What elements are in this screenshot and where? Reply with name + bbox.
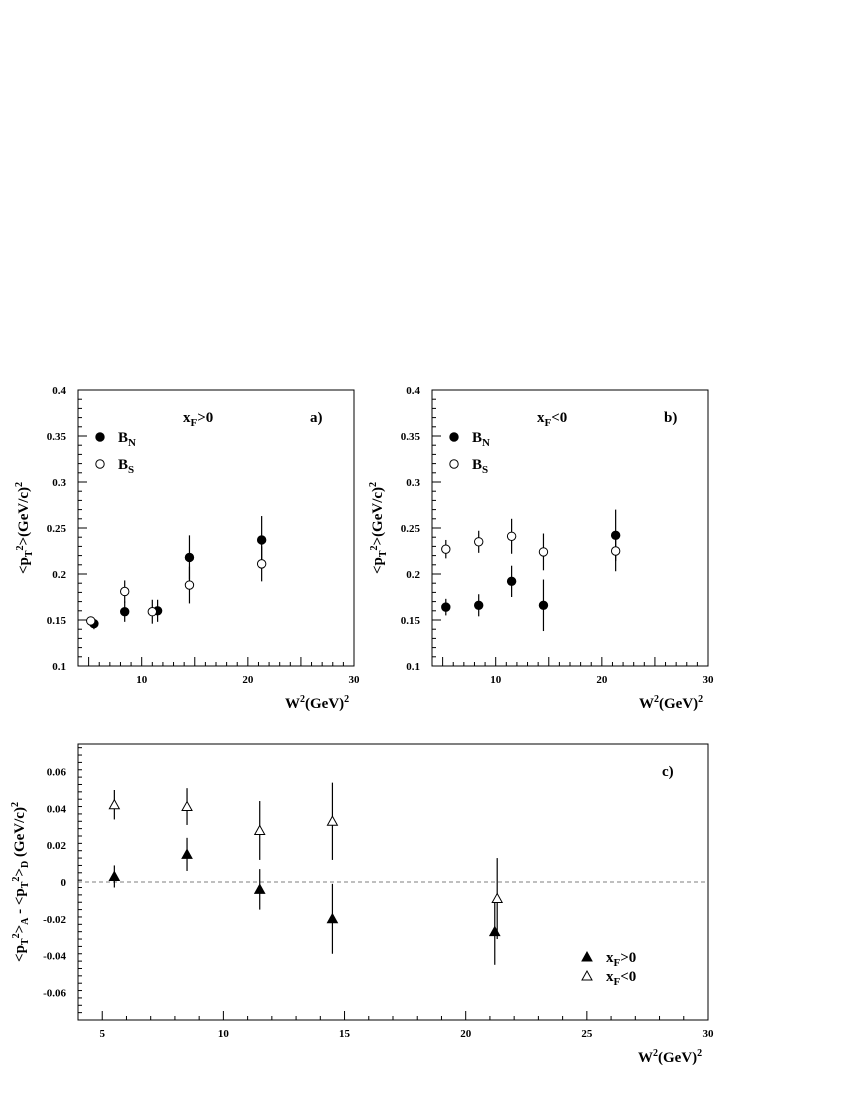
data-point: [120, 607, 130, 617]
y-tick-label: 0.35: [47, 431, 67, 443]
legend-label: BN: [118, 430, 136, 449]
y-axis-title: <pT2>A - <pT2>D (GeV/c)2: [10, 802, 31, 962]
y-tick-label: -0.02: [43, 914, 66, 926]
y-axis-title: <pT2>(GeV/c)2: [14, 482, 35, 574]
data-point: [120, 586, 130, 597]
condition-label: xF>0: [183, 410, 213, 429]
data-point: [253, 883, 266, 894]
panel-label: a): [310, 410, 323, 426]
x-tick-label: 15: [339, 1028, 351, 1040]
y-tick-label: 0.25: [401, 523, 421, 535]
x-tick-label: 10: [136, 674, 148, 686]
y-tick-label: 0.15: [47, 615, 67, 627]
y-tick-label: 0.4: [406, 385, 420, 397]
y-tick-label: 0.04: [47, 803, 67, 815]
x-tick-label: 20: [596, 674, 608, 686]
legend-label: xF<0: [606, 969, 636, 988]
y-tick-label: -0.06: [43, 987, 66, 999]
series-b-0: [441, 509, 621, 632]
data-point: [474, 600, 484, 610]
y-tick-label: 0.25: [47, 523, 67, 535]
legend-label: xF>0: [606, 950, 636, 969]
x-tick-label: 25: [581, 1028, 593, 1040]
data-point: [506, 531, 517, 541]
data-point: [538, 547, 549, 557]
chart-panel-b: 0.1 0.15 0.2 0.25 0.3 0.35 0.4 10 20 30 BN BS xF<0 b)…: [368, 385, 714, 712]
data-point: [441, 544, 451, 554]
data-point: [474, 537, 484, 547]
data-point: [181, 848, 193, 859]
condition-label: xF<0: [537, 410, 567, 429]
legend-label: BN: [472, 430, 490, 449]
x-axis-title: W2(GeV)2: [639, 694, 703, 712]
chart-panel-a: 0.1 0.15 0.2 0.25 0.3 0.35 0.4 10 20 30 BN BS xF>0 a)…: [14, 385, 360, 712]
data-point: [488, 925, 501, 937]
data-point: [326, 815, 339, 826]
x-tick-label: 10: [490, 674, 502, 686]
y-tick-label: 0.15: [401, 615, 421, 627]
x-tick-label: 20: [460, 1028, 472, 1040]
data-point: [147, 607, 158, 617]
x-axis-title: W2(GeV)2: [285, 694, 349, 712]
panel-label: b): [664, 410, 677, 426]
data-point: [108, 870, 121, 881]
data-point: [256, 535, 267, 545]
series-c-1: [108, 782, 504, 940]
data-point: [86, 616, 96, 626]
data-point: [491, 892, 504, 904]
y-tick-label: 0.2: [52, 569, 66, 581]
x-tick-label: 30: [703, 674, 715, 686]
y-tick-label: 0.02: [47, 840, 67, 852]
y-tick-label: 0.1: [406, 661, 420, 673]
data-point: [538, 600, 549, 610]
data-point: [184, 580, 195, 590]
legend-marker: [449, 432, 459, 442]
x-axis-title: W2(GeV)2: [638, 1048, 702, 1066]
legend-label: BS: [118, 457, 134, 476]
data-point: [610, 546, 621, 556]
y-tick-label: 0.3: [406, 477, 420, 489]
data-point: [108, 798, 121, 810]
legend-marker: [95, 459, 105, 469]
y-tick-label: -0.04: [43, 951, 66, 963]
y-tick-label: 0.06: [47, 767, 67, 779]
x-tick-label: 5: [99, 1028, 105, 1040]
panel-label: c): [662, 764, 674, 780]
y-tick-label: 0.2: [406, 569, 420, 581]
legend-marker: [581, 950, 593, 962]
legend-marker: [449, 459, 459, 469]
data-point: [441, 602, 451, 612]
y-axis-title: <pT2>(GeV/c)2: [368, 482, 389, 574]
legend-marker: [95, 432, 105, 442]
x-tick-label: 10: [218, 1028, 230, 1040]
data-point: [326, 912, 339, 924]
y-tick-label: 0.3: [52, 477, 66, 489]
y-tick-label: 0.35: [401, 431, 421, 443]
data-point: [256, 559, 267, 569]
data-point: [184, 552, 195, 563]
series-c-0: [108, 837, 501, 965]
chart-panel-c: -0.06 -0.04 -0.02 0 0.02 0.04 0.06 5 10 15 20 25 30 x…: [10, 743, 715, 1066]
x-tick-label: 20: [242, 674, 254, 686]
y-tick-label: 0: [61, 877, 67, 889]
y-tick-label: 0.1: [52, 661, 66, 673]
series-a-1: [86, 546, 267, 626]
series-a-0: [89, 516, 267, 630]
data-point: [506, 576, 517, 587]
data-point: [181, 800, 193, 812]
data-point: [253, 824, 266, 835]
series-b-1: [441, 518, 621, 572]
x-tick-label: 30: [703, 1028, 715, 1040]
legend-marker: [581, 969, 593, 981]
legend-label: BS: [472, 457, 488, 476]
y-tick-label: 0.4: [52, 385, 66, 397]
x-tick-label: 30: [349, 674, 361, 686]
